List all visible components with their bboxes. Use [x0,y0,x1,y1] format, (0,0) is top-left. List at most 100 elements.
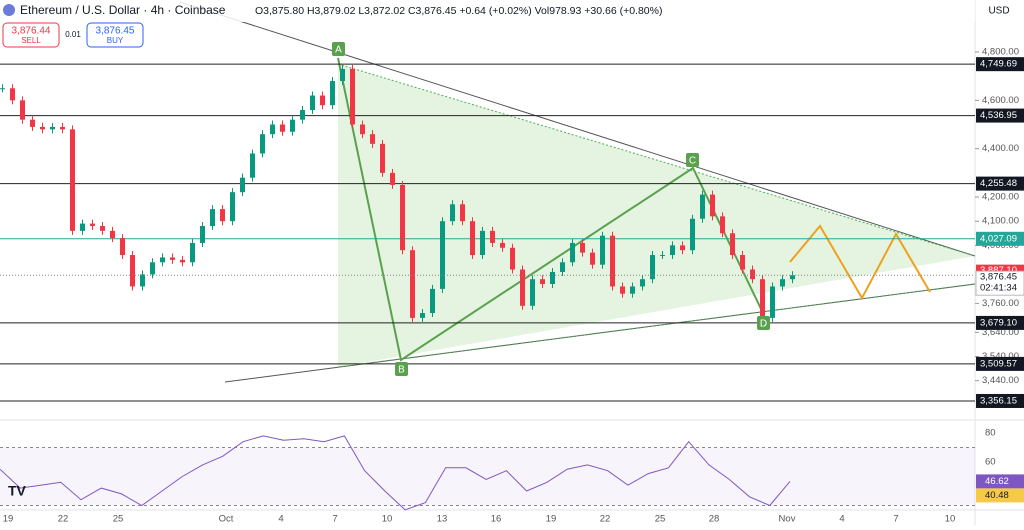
y-tick-label: 4,600.00 [982,95,1019,106]
buy-button[interactable] [86,22,144,48]
y-tick-label: 4,800.00 [982,47,1019,58]
candle-body [510,247,515,270]
rsi-ma-label: 40.48 [985,490,1009,501]
candle-body [360,124,365,135]
y-tick-label: 4,400.00 [982,143,1019,154]
x-tick-label: 25 [113,514,124,525]
candle-body [390,172,395,185]
level-label: 4,749.69 [980,59,1017,70]
candle-body [110,230,115,239]
candle-body [260,134,265,154]
candle-body [700,194,705,219]
rsi-tick-label: 60 [985,457,996,468]
spread: 0.01 [65,30,81,39]
candle-body [330,81,335,106]
candle-body [790,275,795,280]
candle-body [740,255,745,270]
pattern-edge [337,283,976,368]
level-badge [976,176,1024,191]
candle-body [290,119,295,132]
symbol-title: Ethereum / U.S. Dollar · 4h · Coinbase [20,3,226,17]
logo: TV [8,483,27,499]
candle-body [180,259,185,263]
x-tick-label: 4 [839,514,844,525]
candle-body [350,68,355,125]
candle-body [680,245,685,251]
sell-button[interactable] [2,22,60,48]
candle-body [190,242,195,263]
candle-body [150,262,155,275]
x-tick-label: 13 [437,514,448,525]
candle-body [650,255,655,280]
candle-body [370,134,375,144]
y-tick-label: 3,640.00 [982,327,1019,338]
level-label: 3,509.57 [980,358,1017,369]
level-label: 4,536.95 [980,110,1017,121]
rsi-tick-label: 80 [985,428,996,439]
candle-body [230,192,235,222]
x-tick-label: Oct [219,514,234,525]
sell-label: SELL [21,36,41,45]
projection [789,224,931,301]
candle-body [420,313,425,318]
candle-body [500,242,505,248]
candle-body [100,226,105,231]
candle-body [270,124,275,135]
candle-body [430,288,435,314]
candle-body [600,235,605,265]
candle-body [780,279,785,287]
candle-body [300,110,305,120]
point-label: D [760,319,767,330]
candle-body [570,242,575,263]
candle-body [140,274,145,287]
candle-body [130,255,135,287]
candle-body [410,250,415,318]
last-label: 3,876.45 [980,272,1017,283]
candle-body [70,129,75,231]
x-tick-label: 10 [945,514,956,525]
candle-body [690,218,695,251]
candle-body [400,184,405,251]
candle-body [310,95,315,111]
y-tick-label: 3,540.00 [982,351,1019,362]
candle-body [770,286,775,318]
candle-body [80,223,85,231]
level-badge [976,108,1024,123]
candle-body [40,126,45,130]
candle-body [710,194,715,217]
candle-body [60,126,65,130]
candle-body [760,279,765,318]
candle-body [90,223,95,227]
candle-body [730,233,735,256]
candle-body [540,279,545,285]
candle-body [640,279,645,287]
level-badge [976,231,1024,246]
level-label: 4,255.48 [980,178,1017,189]
candle-body [470,221,475,256]
point-badge [757,316,770,330]
point-badge [395,362,408,376]
candle-body [610,235,615,287]
level-badge [976,315,1024,330]
candle-body [280,124,285,132]
level-label: 3,679.10 [980,317,1017,328]
y-tick-label: 3,440.00 [982,375,1019,386]
x-tick-label: 7 [332,514,337,525]
candle-body [210,209,215,227]
candle-body [490,230,495,243]
currency: USD [988,6,1009,17]
x-tick-label: 19 [3,514,14,525]
x-tick-label: 25 [655,514,666,525]
candle-body [480,230,485,256]
y-tick-label: 3,760.00 [982,298,1019,309]
candle-body [160,257,165,263]
x-tick-label: 22 [58,514,69,525]
buy-label: BUY [107,36,124,45]
candle-body [20,100,25,120]
candle-body [340,68,345,82]
x-tick-label: 4 [278,514,283,525]
candle-body [120,238,125,256]
candle-body [590,252,595,265]
rsi-badge [976,474,1024,489]
